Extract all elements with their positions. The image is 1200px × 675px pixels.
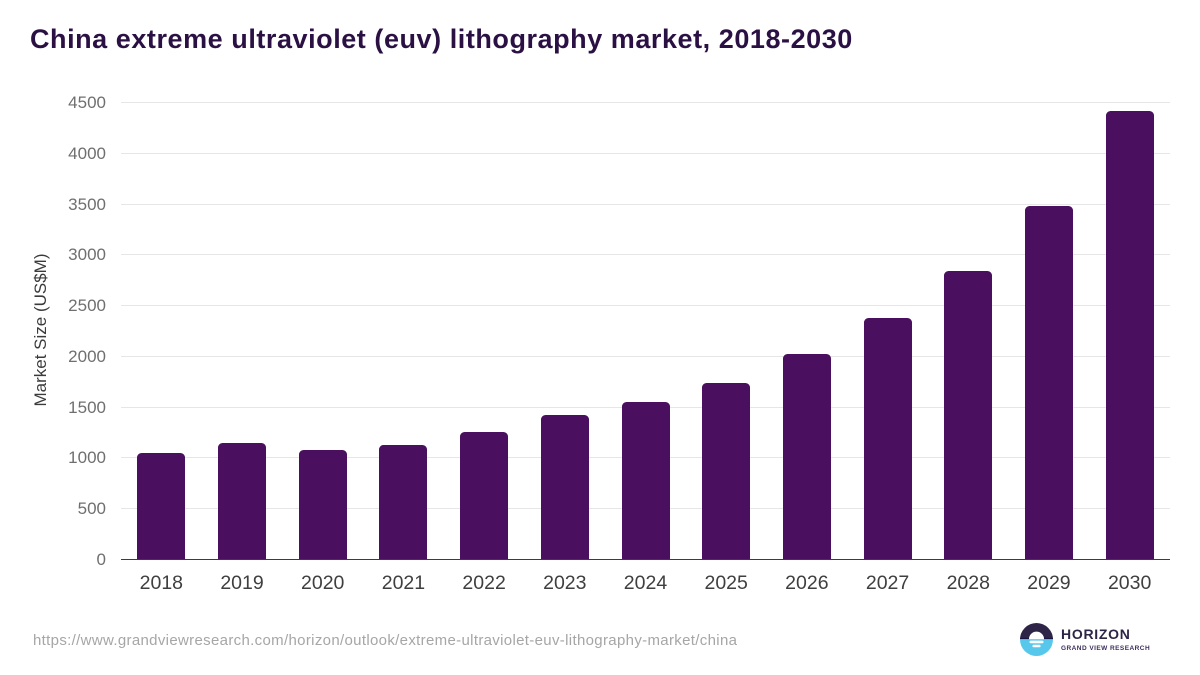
bar-2021[interactable] bbox=[379, 445, 428, 559]
y-tick-label-3000: 3000 bbox=[68, 245, 106, 265]
logo-brand-name: HORIZON bbox=[1061, 625, 1131, 642]
x-tick-label-2024: 2024 bbox=[623, 572, 668, 594]
gridline-2000 bbox=[121, 355, 1170, 357]
bar-2029[interactable] bbox=[1024, 205, 1073, 559]
logo-text: HORIZON GRAND VIEW RESEARCH bbox=[1061, 625, 1151, 652]
bar-2028[interactable] bbox=[944, 270, 993, 559]
y-tick-label-4000: 4000 bbox=[68, 143, 106, 163]
x-tick-label-2025: 2025 bbox=[704, 572, 748, 594]
x-tick-label-2030: 2030 bbox=[1107, 572, 1152, 594]
y-tick-label-3500: 3500 bbox=[68, 194, 106, 214]
chart-title: China extreme ultraviolet (euv) lithogra… bbox=[30, 24, 853, 54]
y-axis-title: Market Size (US$M) bbox=[31, 253, 50, 407]
source-url: https://www.grandviewresearch.com/horizo… bbox=[33, 632, 738, 649]
horizon-logo: HORIZON GRAND VIEW RESEARCH bbox=[1020, 623, 1150, 656]
x-tick-label-2028: 2028 bbox=[946, 572, 990, 594]
logo-brand-subtitle: GRAND VIEW RESEARCH bbox=[1061, 644, 1151, 652]
bar-2030[interactable] bbox=[1105, 111, 1154, 559]
x-axis-line bbox=[121, 558, 1170, 560]
x-tick-label-2020: 2020 bbox=[301, 572, 345, 594]
x-tick-label-2026: 2026 bbox=[785, 572, 829, 594]
bar-2027[interactable] bbox=[863, 318, 912, 559]
bar-2018[interactable] bbox=[137, 453, 186, 559]
gridline-4500 bbox=[121, 102, 1170, 103]
y-tick-label-1500: 1500 bbox=[68, 397, 106, 417]
bar-2019[interactable] bbox=[218, 443, 267, 559]
y-tick-label-500: 500 bbox=[77, 499, 106, 519]
bar-2023[interactable] bbox=[540, 414, 589, 559]
bar-2022[interactable] bbox=[460, 432, 509, 559]
x-tick-label-2019: 2019 bbox=[220, 572, 264, 594]
bar-chart-plot-area bbox=[121, 102, 1170, 560]
gridline-2500 bbox=[121, 305, 1170, 307]
y-tick-label-2500: 2500 bbox=[68, 296, 106, 316]
gridline-3500 bbox=[121, 203, 1170, 205]
gridline-3000 bbox=[121, 254, 1170, 256]
y-tick-label-4500: 4500 bbox=[68, 93, 106, 112]
bar-2026[interactable] bbox=[782, 354, 831, 559]
gridline-4000 bbox=[121, 152, 1170, 154]
x-tick-label-2029: 2029 bbox=[1027, 572, 1071, 594]
bar-2024[interactable] bbox=[621, 402, 670, 559]
bar-2025[interactable] bbox=[702, 382, 751, 559]
horizon-logo-icon bbox=[1020, 623, 1053, 656]
x-tick-label-2023: 2023 bbox=[543, 572, 587, 594]
y-tick-label-1000: 1000 bbox=[68, 448, 106, 468]
x-tick-label-2027: 2027 bbox=[865, 572, 910, 594]
x-tick-label-2021: 2021 bbox=[381, 572, 426, 594]
x-tick-label-2022: 2022 bbox=[462, 572, 506, 594]
bar-2020[interactable] bbox=[298, 450, 347, 559]
y-tick-label-2000: 2000 bbox=[68, 346, 106, 366]
x-tick-label-2018: 2018 bbox=[139, 572, 184, 594]
y-tick-label-0: 0 bbox=[96, 550, 106, 569]
